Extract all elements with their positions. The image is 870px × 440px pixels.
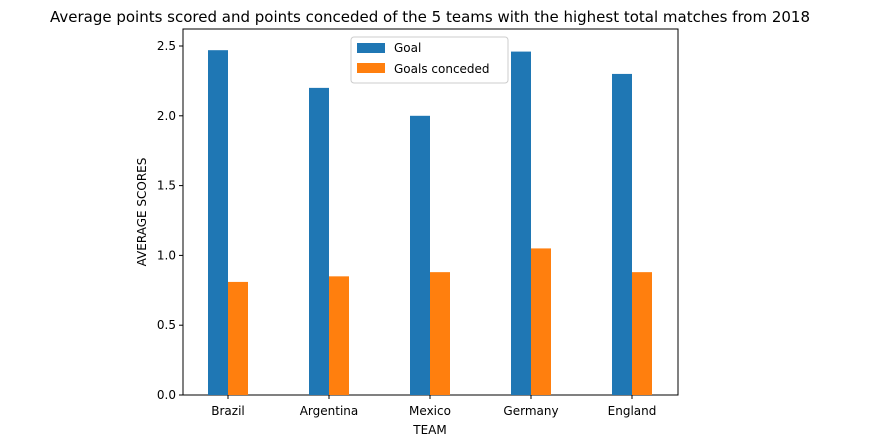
y-axis-ticks: 0.0 0.5 1.0 1.5 2.0 2.5 (157, 39, 183, 402)
y-tick-label: 1.5 (157, 179, 176, 193)
x-tick-label-mexico: Mexico (409, 404, 451, 418)
bar-goal-argentina (309, 87, 329, 395)
x-tick-label-germany: Germany (503, 404, 558, 418)
y-tick-label: 2.0 (157, 109, 176, 123)
bar-goal-england (612, 73, 632, 396)
y-tick-label: 1.0 (157, 248, 176, 262)
y-tick-label: 0.5 (157, 318, 176, 332)
y-tick-label: 0.0 (157, 388, 176, 402)
legend-label-goals-conceded: Goals conceded (394, 62, 490, 76)
legend-box (350, 36, 509, 84)
y-tick-label: 2.5 (157, 39, 176, 53)
bar-goals-conceded-england (632, 272, 652, 395)
x-tick-label-england: England (608, 404, 657, 418)
bar-goals-conceded-germany (531, 248, 551, 395)
legend-label-goal: Goal (394, 41, 421, 55)
y-axis-label: AVERAGE SCORES (135, 158, 149, 267)
x-tick-label-brazil: Brazil (211, 404, 245, 418)
bar-goal-germany (511, 51, 531, 396)
legend-swatch-goals-conceded (357, 63, 385, 73)
chart-title: Average points scored and points concede… (50, 8, 810, 26)
plot-area: Brazil Argentina Mexico Germany England 0.00… (157, 28, 679, 418)
bar-goal-brazil (208, 50, 228, 396)
x-axis-label: TEAM (412, 423, 446, 437)
x-axis-ticks: Brazil Argentina Mexico Germany England (211, 395, 656, 418)
bar-goals-conceded-mexico (430, 272, 450, 395)
x-tick-label-argentina: Argentina (300, 404, 359, 418)
bars (208, 50, 652, 396)
bar-goal-mexico (410, 115, 430, 396)
bar-goals-conceded-brazil (228, 281, 248, 395)
legend: Goal Goals conceded (350, 36, 509, 84)
legend-swatch-goal (357, 43, 385, 53)
bar-goals-conceded-argentina (329, 276, 349, 395)
